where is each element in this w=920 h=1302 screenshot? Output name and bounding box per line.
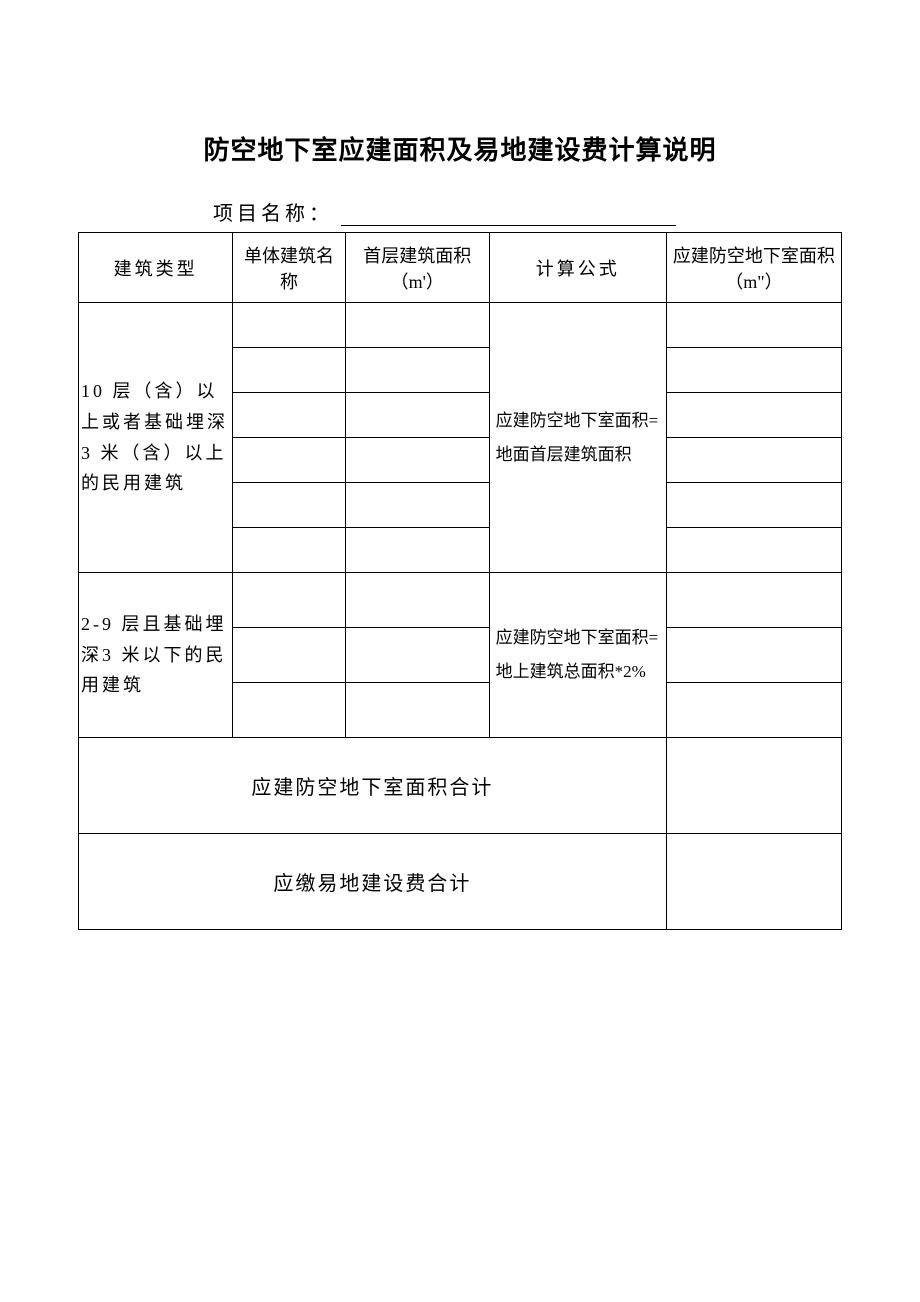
table-cell bbox=[666, 628, 841, 683]
header-building-type: 建筑类型 bbox=[79, 233, 233, 303]
page-title: 防空地下室应建面积及易地建设费计算说明 bbox=[78, 130, 842, 167]
table-cell bbox=[233, 528, 346, 573]
table-cell bbox=[345, 483, 489, 528]
category-1-formula: 应建防空地下室面积=地面首层建筑面积 bbox=[489, 303, 666, 573]
table-cell bbox=[666, 528, 841, 573]
total-fee-row: 应缴易地建设费合计 bbox=[79, 834, 842, 930]
table-cell bbox=[666, 348, 841, 393]
project-name-underline bbox=[341, 225, 676, 226]
table-cell bbox=[666, 573, 841, 628]
table-cell bbox=[345, 303, 489, 348]
header-building-name: 单体建筑名称 bbox=[233, 233, 346, 303]
header-shelter-area: 应建防空地下室面积（m"） bbox=[666, 233, 841, 303]
table-cell bbox=[345, 438, 489, 483]
table-header-row: 建筑类型 单体建筑名称 首层建筑面积（m'） 计算公式 应建防空地下室面积（m"… bbox=[79, 233, 842, 303]
table-cell bbox=[233, 393, 346, 438]
total-area-label: 应建防空地下室面积合计 bbox=[79, 738, 667, 834]
table-cell bbox=[666, 483, 841, 528]
total-area-row: 应建防空地下室面积合计 bbox=[79, 738, 842, 834]
table-cell bbox=[233, 683, 346, 738]
table-cell bbox=[666, 393, 841, 438]
table-cell bbox=[233, 628, 346, 683]
table-cell bbox=[233, 348, 346, 393]
table-cell bbox=[345, 628, 489, 683]
table-cell bbox=[233, 438, 346, 483]
header-formula: 计算公式 bbox=[489, 233, 666, 303]
project-name-row: 项目名称： bbox=[213, 197, 842, 226]
table-cell bbox=[666, 683, 841, 738]
table-row: 2-9 层且基础埋深3 米以下的民用建筑 应建防空地下室面积=地上建筑总面积*2… bbox=[79, 573, 842, 628]
header-first-floor-area: 首层建筑面积（m'） bbox=[345, 233, 489, 303]
table-row: 10 层（含）以上或者基础埋深 3 米（含）以上的民用建筑 应建防空地下室面积=… bbox=[79, 303, 842, 348]
table-cell bbox=[345, 573, 489, 628]
total-fee-value bbox=[666, 834, 841, 930]
table-cell bbox=[666, 438, 841, 483]
total-area-value bbox=[666, 738, 841, 834]
table-cell bbox=[233, 303, 346, 348]
table-cell bbox=[345, 683, 489, 738]
table-cell bbox=[666, 303, 841, 348]
table-cell bbox=[233, 483, 346, 528]
table-cell bbox=[345, 348, 489, 393]
project-name-label: 项目名称： bbox=[213, 197, 333, 226]
total-fee-label: 应缴易地建设费合计 bbox=[79, 834, 667, 930]
table-cell bbox=[233, 573, 346, 628]
category-1-label: 10 层（含）以上或者基础埋深 3 米（含）以上的民用建筑 bbox=[79, 303, 233, 573]
category-2-label: 2-9 层且基础埋深3 米以下的民用建筑 bbox=[79, 573, 233, 738]
table-cell bbox=[345, 528, 489, 573]
calculation-table: 建筑类型 单体建筑名称 首层建筑面积（m'） 计算公式 应建防空地下室面积（m"… bbox=[78, 232, 842, 930]
table-cell bbox=[345, 393, 489, 438]
category-2-formula: 应建防空地下室面积=地上建筑总面积*2% bbox=[489, 573, 666, 738]
